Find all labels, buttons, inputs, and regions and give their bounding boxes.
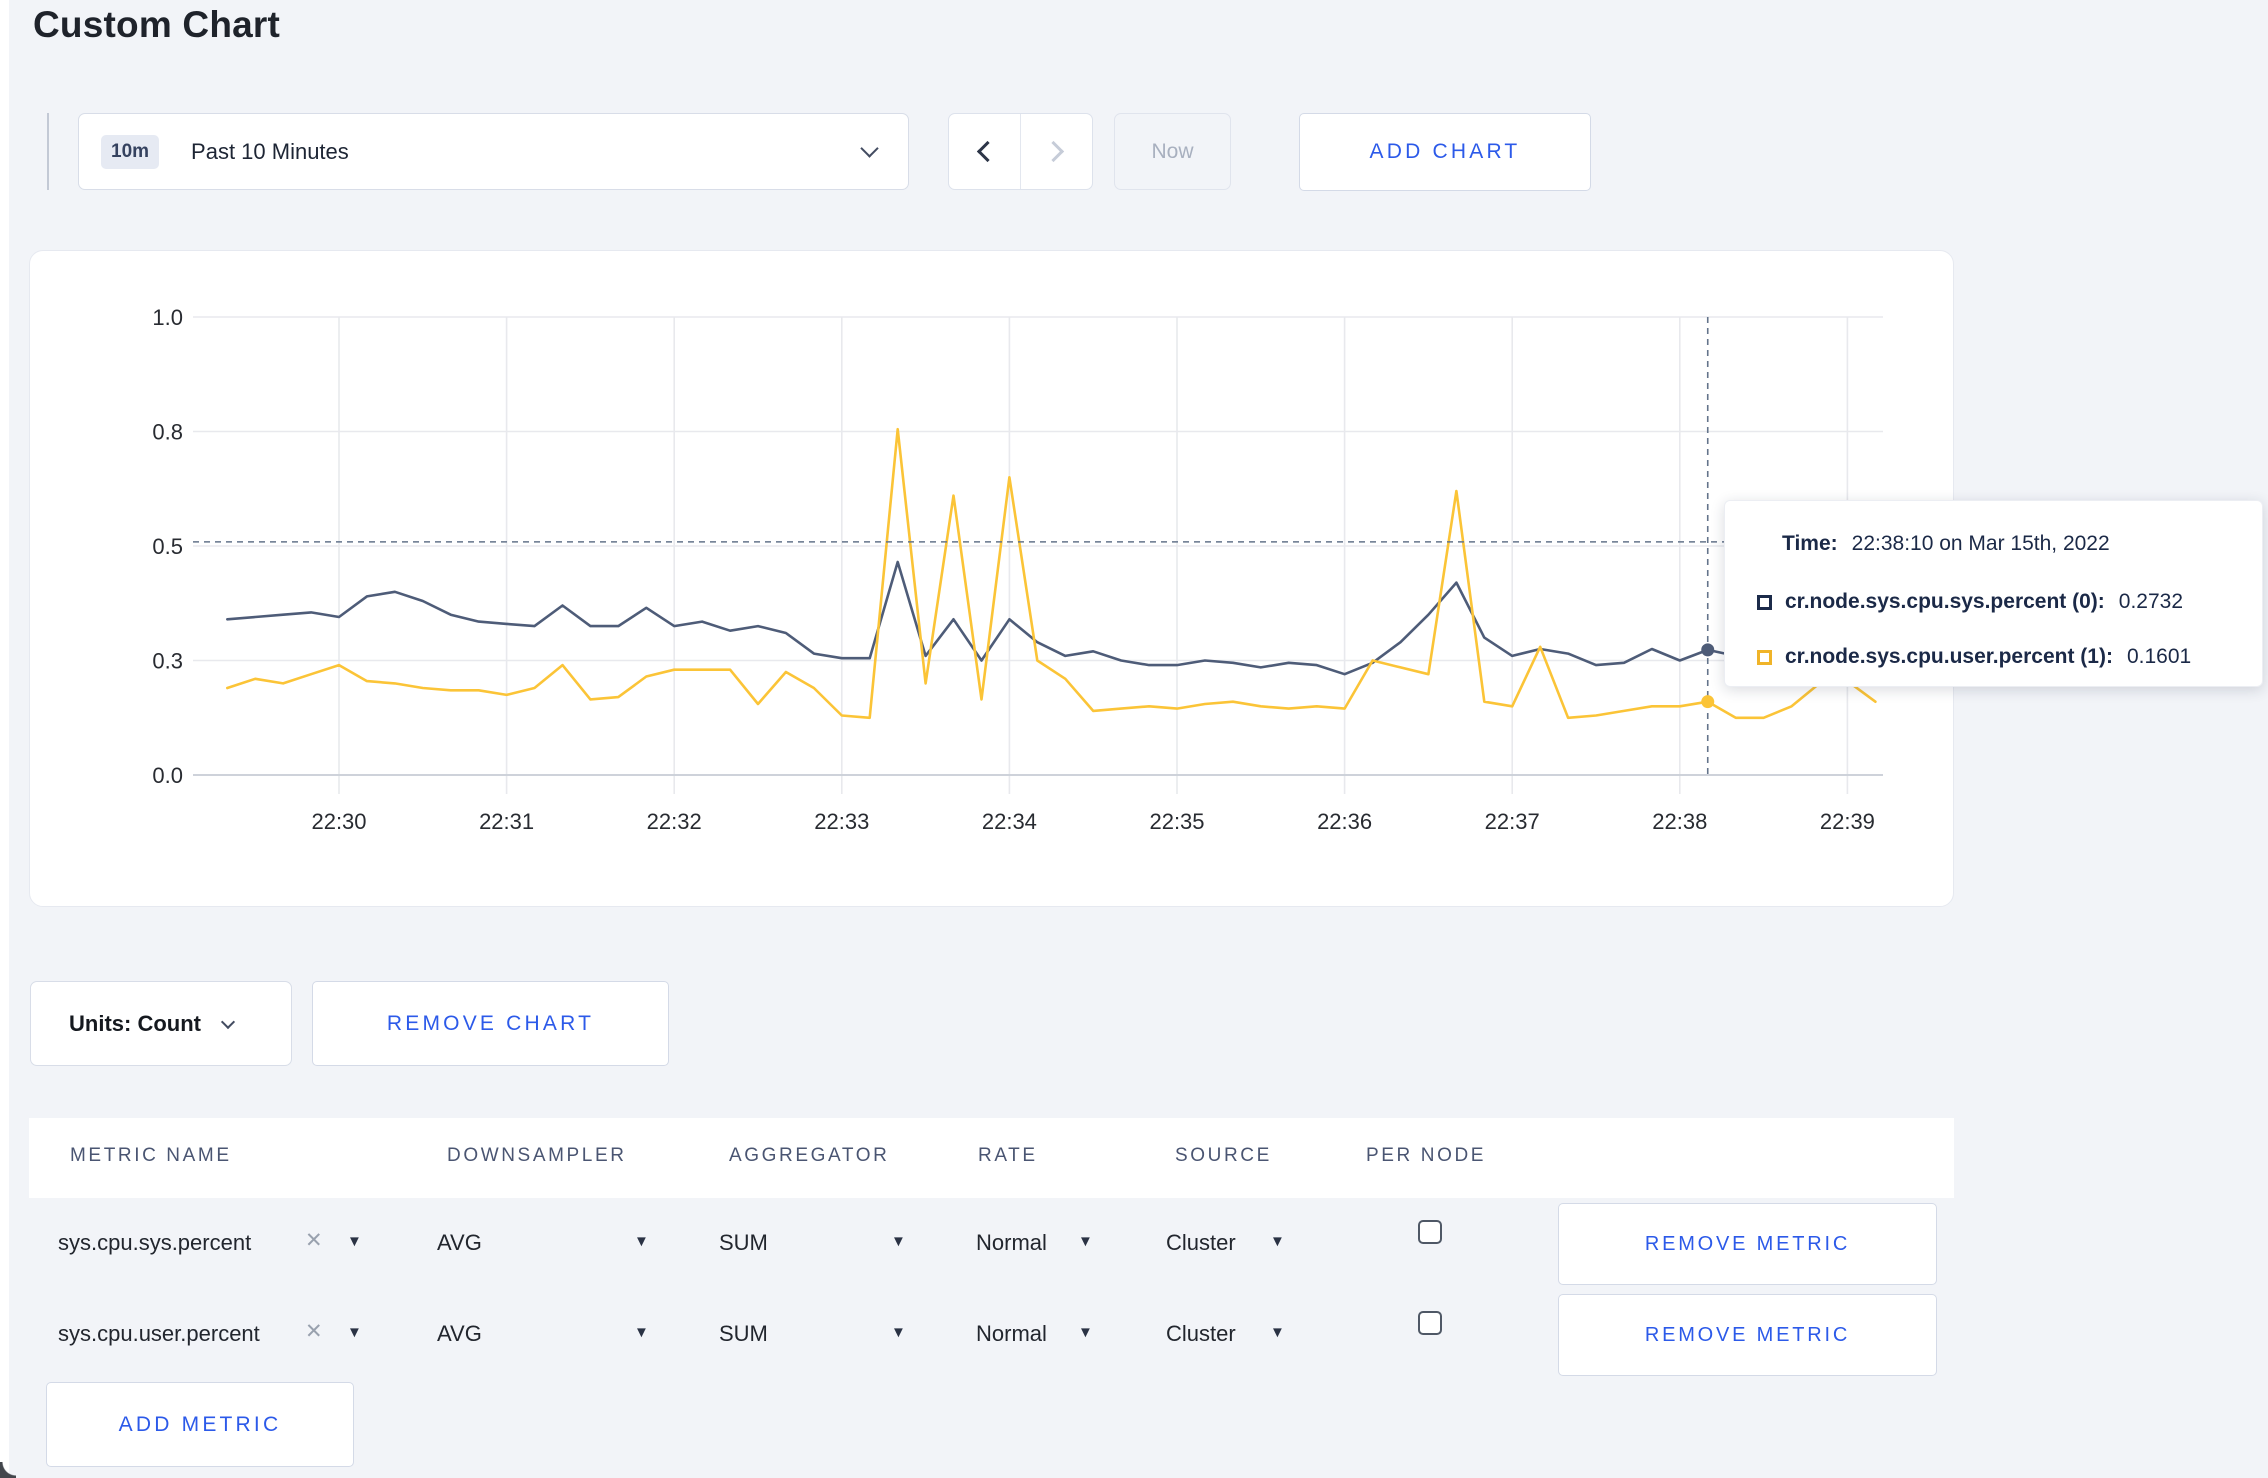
tooltip-series-name: cr.node.sys.cpu.sys.percent (0): bbox=[1785, 590, 2105, 613]
header-per-node: PER NODE bbox=[1366, 1145, 1487, 1166]
time-range-dropdown[interactable]: 10m Past 10 Minutes bbox=[78, 113, 909, 190]
remove-metric-button[interactable]: REMOVE METRIC bbox=[1558, 1294, 1937, 1376]
metric-name-select[interactable]: sys.cpu.sys.percent bbox=[58, 1230, 252, 1255]
add-metric-button[interactable]: ADD METRIC bbox=[46, 1382, 354, 1467]
header-metric-name: METRIC NAME bbox=[70, 1145, 232, 1166]
chart-card bbox=[29, 250, 1954, 907]
chart-tooltip: Time: 22:38:10 on Mar 15th, 2022 cr.node.… bbox=[1724, 500, 2263, 687]
metrics-table-header: METRIC NAME DOWNSAMPLER AGGREGATOR RATE … bbox=[29, 1118, 1954, 1198]
caret-down-icon[interactable]: ▼ bbox=[891, 1233, 906, 1250]
tooltip-series-row: cr.node.sys.cpu.sys.percent (0): 0.2732 bbox=[1757, 590, 2183, 614]
clear-metric-x-icon[interactable]: ✕ bbox=[305, 1229, 323, 1252]
window-corner bbox=[0, 1462, 16, 1478]
time-step-buttons bbox=[948, 113, 1093, 190]
downsampler-select[interactable]: AVG bbox=[437, 1230, 482, 1255]
header-aggregator: AGGREGATOR bbox=[729, 1145, 890, 1166]
caret-down-icon[interactable]: ▼ bbox=[1270, 1233, 1285, 1250]
caret-down-icon[interactable]: ▼ bbox=[1270, 1324, 1285, 1341]
remove-metric-button[interactable]: REMOVE METRIC bbox=[1558, 1203, 1937, 1285]
tooltip-series-value: 0.2732 bbox=[2118, 590, 2184, 613]
header-downsampler: DOWNSAMPLER bbox=[447, 1145, 627, 1166]
chevron-left-icon bbox=[976, 140, 998, 163]
units-dropdown[interactable]: Units: Count bbox=[30, 981, 292, 1066]
caret-down-icon[interactable]: ▼ bbox=[347, 1324, 362, 1341]
chevron-down-icon bbox=[860, 139, 879, 158]
rate-select[interactable]: Normal bbox=[976, 1321, 1047, 1346]
metric-row: sys.cpu.sys.percent ✕ ▼ AVG ▼ SUM ▼ Norm… bbox=[29, 1198, 1954, 1290]
tooltip-time-label: Time: bbox=[1782, 532, 1838, 555]
header-rate: RATE bbox=[978, 1145, 1038, 1166]
rate-select[interactable]: Normal bbox=[976, 1230, 1047, 1255]
caret-down-icon[interactable]: ▼ bbox=[891, 1324, 906, 1341]
time-range-badge: 10m bbox=[101, 134, 160, 169]
caret-down-icon[interactable]: ▼ bbox=[347, 1233, 362, 1250]
add-chart-button[interactable]: ADD CHART bbox=[1299, 113, 1591, 191]
remove-chart-button[interactable]: REMOVE CHART bbox=[312, 981, 669, 1066]
caret-down-icon[interactable]: ▼ bbox=[1078, 1324, 1093, 1341]
downsampler-select[interactable]: AVG bbox=[437, 1321, 482, 1346]
per-node-checkbox[interactable] bbox=[1418, 1311, 1442, 1335]
toolbar-divider bbox=[47, 113, 49, 190]
caret-down-icon[interactable]: ▼ bbox=[1078, 1233, 1093, 1250]
page-title: Custom Chart bbox=[33, 4, 281, 45]
tooltip-time-value: 22:38:10 on Mar 15th, 2022 bbox=[1851, 532, 2110, 555]
per-node-checkbox[interactable] bbox=[1418, 1220, 1442, 1244]
now-button[interactable]: Now bbox=[1114, 113, 1231, 190]
tooltip-series-name: cr.node.sys.cpu.user.percent (1): bbox=[1785, 645, 2113, 668]
source-select[interactable]: Cluster bbox=[1166, 1321, 1236, 1346]
time-forward-button[interactable] bbox=[1021, 114, 1093, 189]
aggregator-select[interactable]: SUM bbox=[719, 1321, 768, 1346]
sys-percent-swatch-icon bbox=[1757, 594, 1772, 610]
metric-row: sys.cpu.user.percent ✕ ▼ AVG ▼ SUM ▼ Nor… bbox=[29, 1289, 1954, 1381]
units-label: Units: Count bbox=[69, 1010, 201, 1036]
time-range-label: Past 10 Minutes bbox=[191, 138, 349, 164]
tooltip-series-value: 0.1601 bbox=[2126, 645, 2192, 668]
tooltip-time-row: Time: 22:38:10 on Mar 15th, 2022 bbox=[1782, 532, 2110, 556]
caret-down-icon[interactable]: ▼ bbox=[634, 1233, 649, 1250]
left-gutter bbox=[0, 0, 9, 1478]
chevron-right-icon bbox=[1042, 140, 1064, 163]
tooltip-series-row: cr.node.sys.cpu.user.percent (1): 0.1601 bbox=[1757, 645, 2191, 669]
time-back-button[interactable] bbox=[949, 114, 1021, 189]
caret-down-icon[interactable]: ▼ bbox=[634, 1324, 649, 1341]
user-percent-swatch-icon bbox=[1757, 649, 1772, 665]
metric-name-select[interactable]: sys.cpu.user.percent bbox=[58, 1321, 260, 1346]
source-select[interactable]: Cluster bbox=[1166, 1230, 1236, 1255]
clear-metric-x-icon[interactable]: ✕ bbox=[305, 1320, 323, 1343]
header-source: SOURCE bbox=[1175, 1145, 1272, 1166]
aggregator-select[interactable]: SUM bbox=[719, 1230, 768, 1255]
chevron-down-icon bbox=[220, 1014, 236, 1029]
